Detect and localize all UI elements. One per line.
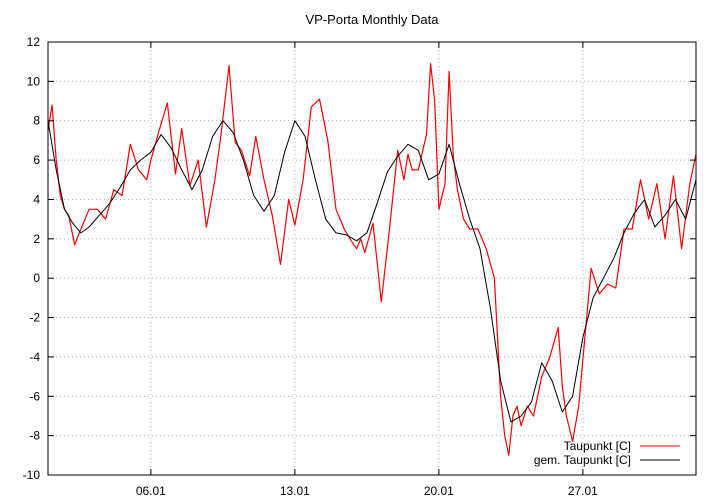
y-tick-label: 10 <box>27 74 41 88</box>
y-tick-label: -4 <box>29 350 40 364</box>
y-tick-label: -2 <box>29 311 40 325</box>
series-line-taupunkt <box>47 63 697 456</box>
legend-label-taupunkt: Taupunkt [C] <box>564 439 631 453</box>
legend: Taupunkt [C] gem. Taupunkt [C] <box>534 439 680 467</box>
y-tick-label: 12 <box>27 35 41 49</box>
y-tick-label: 0 <box>33 271 40 285</box>
x-tick-label: 06.01 <box>136 484 166 498</box>
x-tick-label: 20.01 <box>424 484 454 498</box>
y-tick-label: 8 <box>33 114 40 128</box>
y-tick-label: -6 <box>29 389 40 403</box>
plot-frame <box>47 41 697 476</box>
y-tick-label: -10 <box>23 468 41 482</box>
chart-title: VP-Porta Monthly Data <box>306 12 440 27</box>
y-tick-label: -8 <box>29 429 40 443</box>
y-tick-label: 2 <box>33 232 40 246</box>
legend-label-gem-taupunkt: gem. Taupunkt [C] <box>534 453 631 467</box>
y-tick-label: 4 <box>33 192 40 206</box>
x-tick-label: 13.01 <box>280 484 310 498</box>
series-layer <box>47 63 697 456</box>
grid-layer <box>48 42 696 475</box>
y-tick-label: 6 <box>33 153 40 167</box>
series-line-gem-taupunkt <box>47 120 697 423</box>
x-tick-label: 27.01 <box>568 484 598 498</box>
axis-layer: -10 -8 -6 -4 -2 0 2 4 6 8 10 12 06.01 13.01 20.01 27.01 <box>23 35 696 498</box>
